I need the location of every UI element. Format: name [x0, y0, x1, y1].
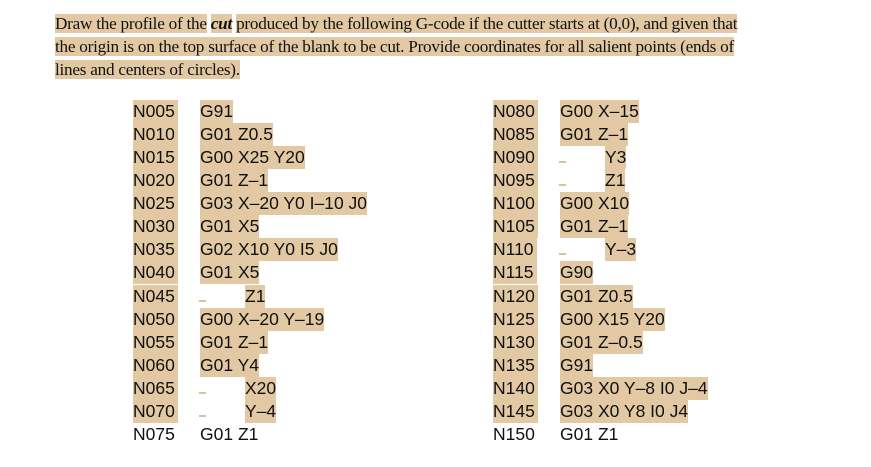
gcode-command: G01 Z–0.5 — [560, 330, 643, 354]
gcode-command: G01 Y4 — [200, 353, 260, 377]
question-text: Draw the profile of the cut produced by … — [55, 12, 835, 81]
question-line-1b: produced by the following G-code if the … — [236, 14, 738, 33]
line-number: N075 — [133, 423, 175, 444]
line-number: N040 — [133, 261, 178, 285]
gcode-command: G01 X5 — [200, 215, 260, 239]
line-number: N115 — [493, 261, 537, 285]
gcode-command: Y–4 — [245, 399, 277, 423]
line-number: N020 — [133, 169, 178, 193]
line-number: N130 — [493, 330, 538, 354]
gcode-command: G91 — [200, 100, 234, 123]
line-number: N080 — [493, 100, 538, 123]
line-number: N070 — [133, 399, 178, 423]
gcode-command: G00 X10 — [560, 192, 630, 216]
gcode-command: G01 X5 — [200, 261, 260, 285]
gcode-command: Y3 — [605, 146, 627, 170]
line-number: N120 — [493, 284, 538, 308]
line-number: N015 — [133, 146, 178, 170]
gcode-command: G91 — [560, 353, 594, 377]
line-number: N095 — [493, 169, 538, 193]
blank-placeholder — [199, 299, 206, 302]
gcode-command: G03 X0 Y–8 I0 J–4 — [560, 376, 708, 400]
line-number: N035 — [133, 238, 178, 262]
gcode-command: G00 X15 Y20 — [560, 307, 665, 331]
line-number: N140 — [493, 376, 538, 400]
line-number: N100 — [493, 192, 538, 216]
line-number: N005 — [133, 100, 178, 123]
gcode-command: Z1 — [245, 284, 266, 308]
line-number: N025 — [133, 192, 178, 216]
gcode-command: G01 Z0.5 — [560, 284, 633, 308]
line-number: N090 — [493, 146, 538, 170]
gcode-command: G01 Z–1 — [560, 123, 629, 147]
line-number: N055 — [133, 330, 178, 354]
line-number: N045 — [133, 284, 178, 308]
line-number: N150 — [493, 423, 535, 444]
question-emphasis: cut — [210, 14, 233, 33]
gcode-command: Y–3 — [605, 238, 637, 262]
gcode-command: G01 Z–1 — [560, 215, 629, 239]
gcode-command: G01 Z1 — [200, 423, 259, 444]
gcode-command: G90 — [560, 261, 594, 285]
line-number: N050 — [133, 307, 178, 331]
blank-placeholder — [559, 253, 566, 256]
gcode-command: G01 Z–1 — [200, 330, 269, 354]
gcode-command: G00 X–15 — [560, 100, 639, 123]
gcode-command: G00 X–20 Y–19 — [200, 307, 325, 331]
line-number: N010 — [133, 123, 178, 147]
gcode-command: G02 X10 Y0 I5 J0 — [200, 238, 338, 262]
question-line-1a: Draw the profile of the — [55, 14, 207, 33]
line-number: N085 — [493, 123, 538, 147]
gcode-command: G01 Z–1 — [200, 169, 269, 193]
gcode-command: G01 Z0.5 — [200, 123, 273, 147]
blank-placeholder — [559, 184, 566, 187]
blank-placeholder — [199, 414, 206, 417]
gcode-command: X20 — [245, 376, 277, 400]
line-number: N065 — [133, 376, 178, 400]
gcode-command: G00 X25 Y20 — [200, 146, 305, 170]
gcode-command: G03 X0 Y8 I0 J4 — [560, 399, 689, 423]
gcode-command: G01 Z1 — [560, 423, 619, 444]
line-number: N030 — [133, 215, 178, 239]
line-number: N145 — [493, 399, 538, 423]
gcode-command: Z1 — [605, 169, 626, 193]
question-line-3: lines and centers of circles). — [55, 60, 240, 79]
line-number: N105 — [493, 215, 538, 239]
question-line-2: the origin is on the top surface of the … — [55, 37, 734, 56]
blank-placeholder — [559, 161, 566, 164]
line-number: N135 — [493, 353, 538, 377]
line-number: N060 — [133, 353, 178, 377]
line-number: N110 — [493, 238, 537, 262]
line-number: N125 — [493, 307, 538, 331]
gcode-command: G03 X–20 Y0 I–10 J0 — [200, 192, 368, 216]
blank-placeholder — [199, 391, 206, 394]
